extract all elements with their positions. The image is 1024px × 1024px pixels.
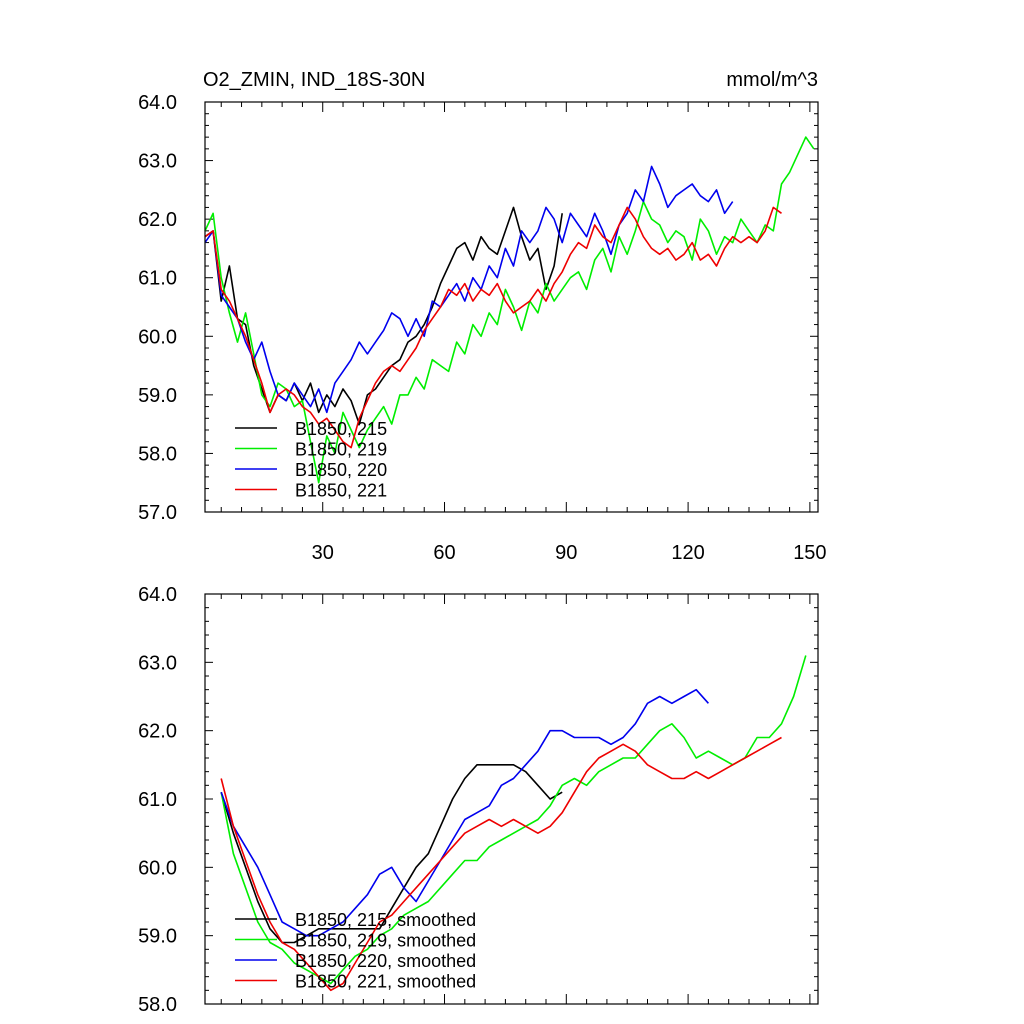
y-tick-label: 62.0 — [138, 721, 177, 743]
x-tick-label: 30 — [312, 542, 334, 564]
top-axis-ticks: 57.0 58.0 59.0 60.0 61.0 62.0 63.0 64.0 30 60 90 12… — [138, 92, 827, 564]
y-tick-label: 62.0 — [138, 209, 177, 231]
legend-label: B1850, 221 — [295, 481, 387, 501]
bottom-plot-frame — [204, 593, 819, 1005]
bottom-panel: 58.0 59.0 60.0 61.0 62.0 63.0 64.0 B1850, 215,… — [138, 584, 819, 1016]
series-line-4 — [204, 206, 782, 449]
series-line-4 — [220, 736, 782, 992]
y-tick-label: 57.0 — [138, 502, 177, 524]
x-tick-label: 150 — [793, 542, 826, 564]
y-tick-label: 63.0 — [138, 652, 177, 674]
y-tick-label: 60.0 — [138, 857, 177, 879]
y-tick-label: 58.0 — [138, 443, 177, 465]
y-tick-label: 64.0 — [138, 92, 177, 114]
series-line-3 — [220, 688, 709, 937]
legend-label: B1850, 220 — [295, 460, 387, 480]
legend-label: B1850, 219 — [295, 440, 387, 460]
chart-title: O2_ZMIN, IND_18S-30N — [203, 69, 425, 91]
x-tick-label: 120 — [671, 542, 704, 564]
top-panel: O2_ZMIN, IND_18S-30N mmol/m^3 57.0 58.0 59… — [138, 69, 827, 564]
bottom-axis-ticks: 58.0 59.0 60.0 61.0 62.0 63.0 64.0 — [138, 584, 818, 1016]
y-tick-label: 64.0 — [138, 584, 177, 606]
series-line-3 — [204, 165, 734, 414]
legend-label: B1850, 220, smoothed — [295, 951, 476, 971]
x-tick-label: 90 — [555, 542, 577, 564]
series-line-1 — [204, 206, 563, 425]
y-tick-label: 61.0 — [138, 268, 177, 290]
units-label: mmol/m^3 — [726, 69, 818, 91]
legend-label: B1850, 221, smoothed — [295, 972, 476, 992]
x-tick-label: 60 — [433, 542, 455, 564]
series-line-2 — [204, 136, 815, 484]
series-line-1 — [220, 763, 563, 944]
bottom-series-lines — [220, 655, 807, 992]
y-tick-label: 59.0 — [138, 926, 177, 948]
y-tick-label: 63.0 — [138, 151, 177, 173]
y-tick-label: 58.0 — [138, 994, 177, 1016]
legend-label: B1850, 215 — [295, 419, 387, 439]
top-plot-frame — [204, 101, 819, 513]
y-tick-label: 61.0 — [138, 789, 177, 811]
y-tick-label: 59.0 — [138, 385, 177, 407]
y-tick-label: 60.0 — [138, 326, 177, 348]
legend-label: B1850, 219, smoothed — [295, 931, 476, 951]
legend-label: B1850, 215, smoothed — [295, 910, 476, 930]
top-series-lines — [204, 136, 815, 484]
